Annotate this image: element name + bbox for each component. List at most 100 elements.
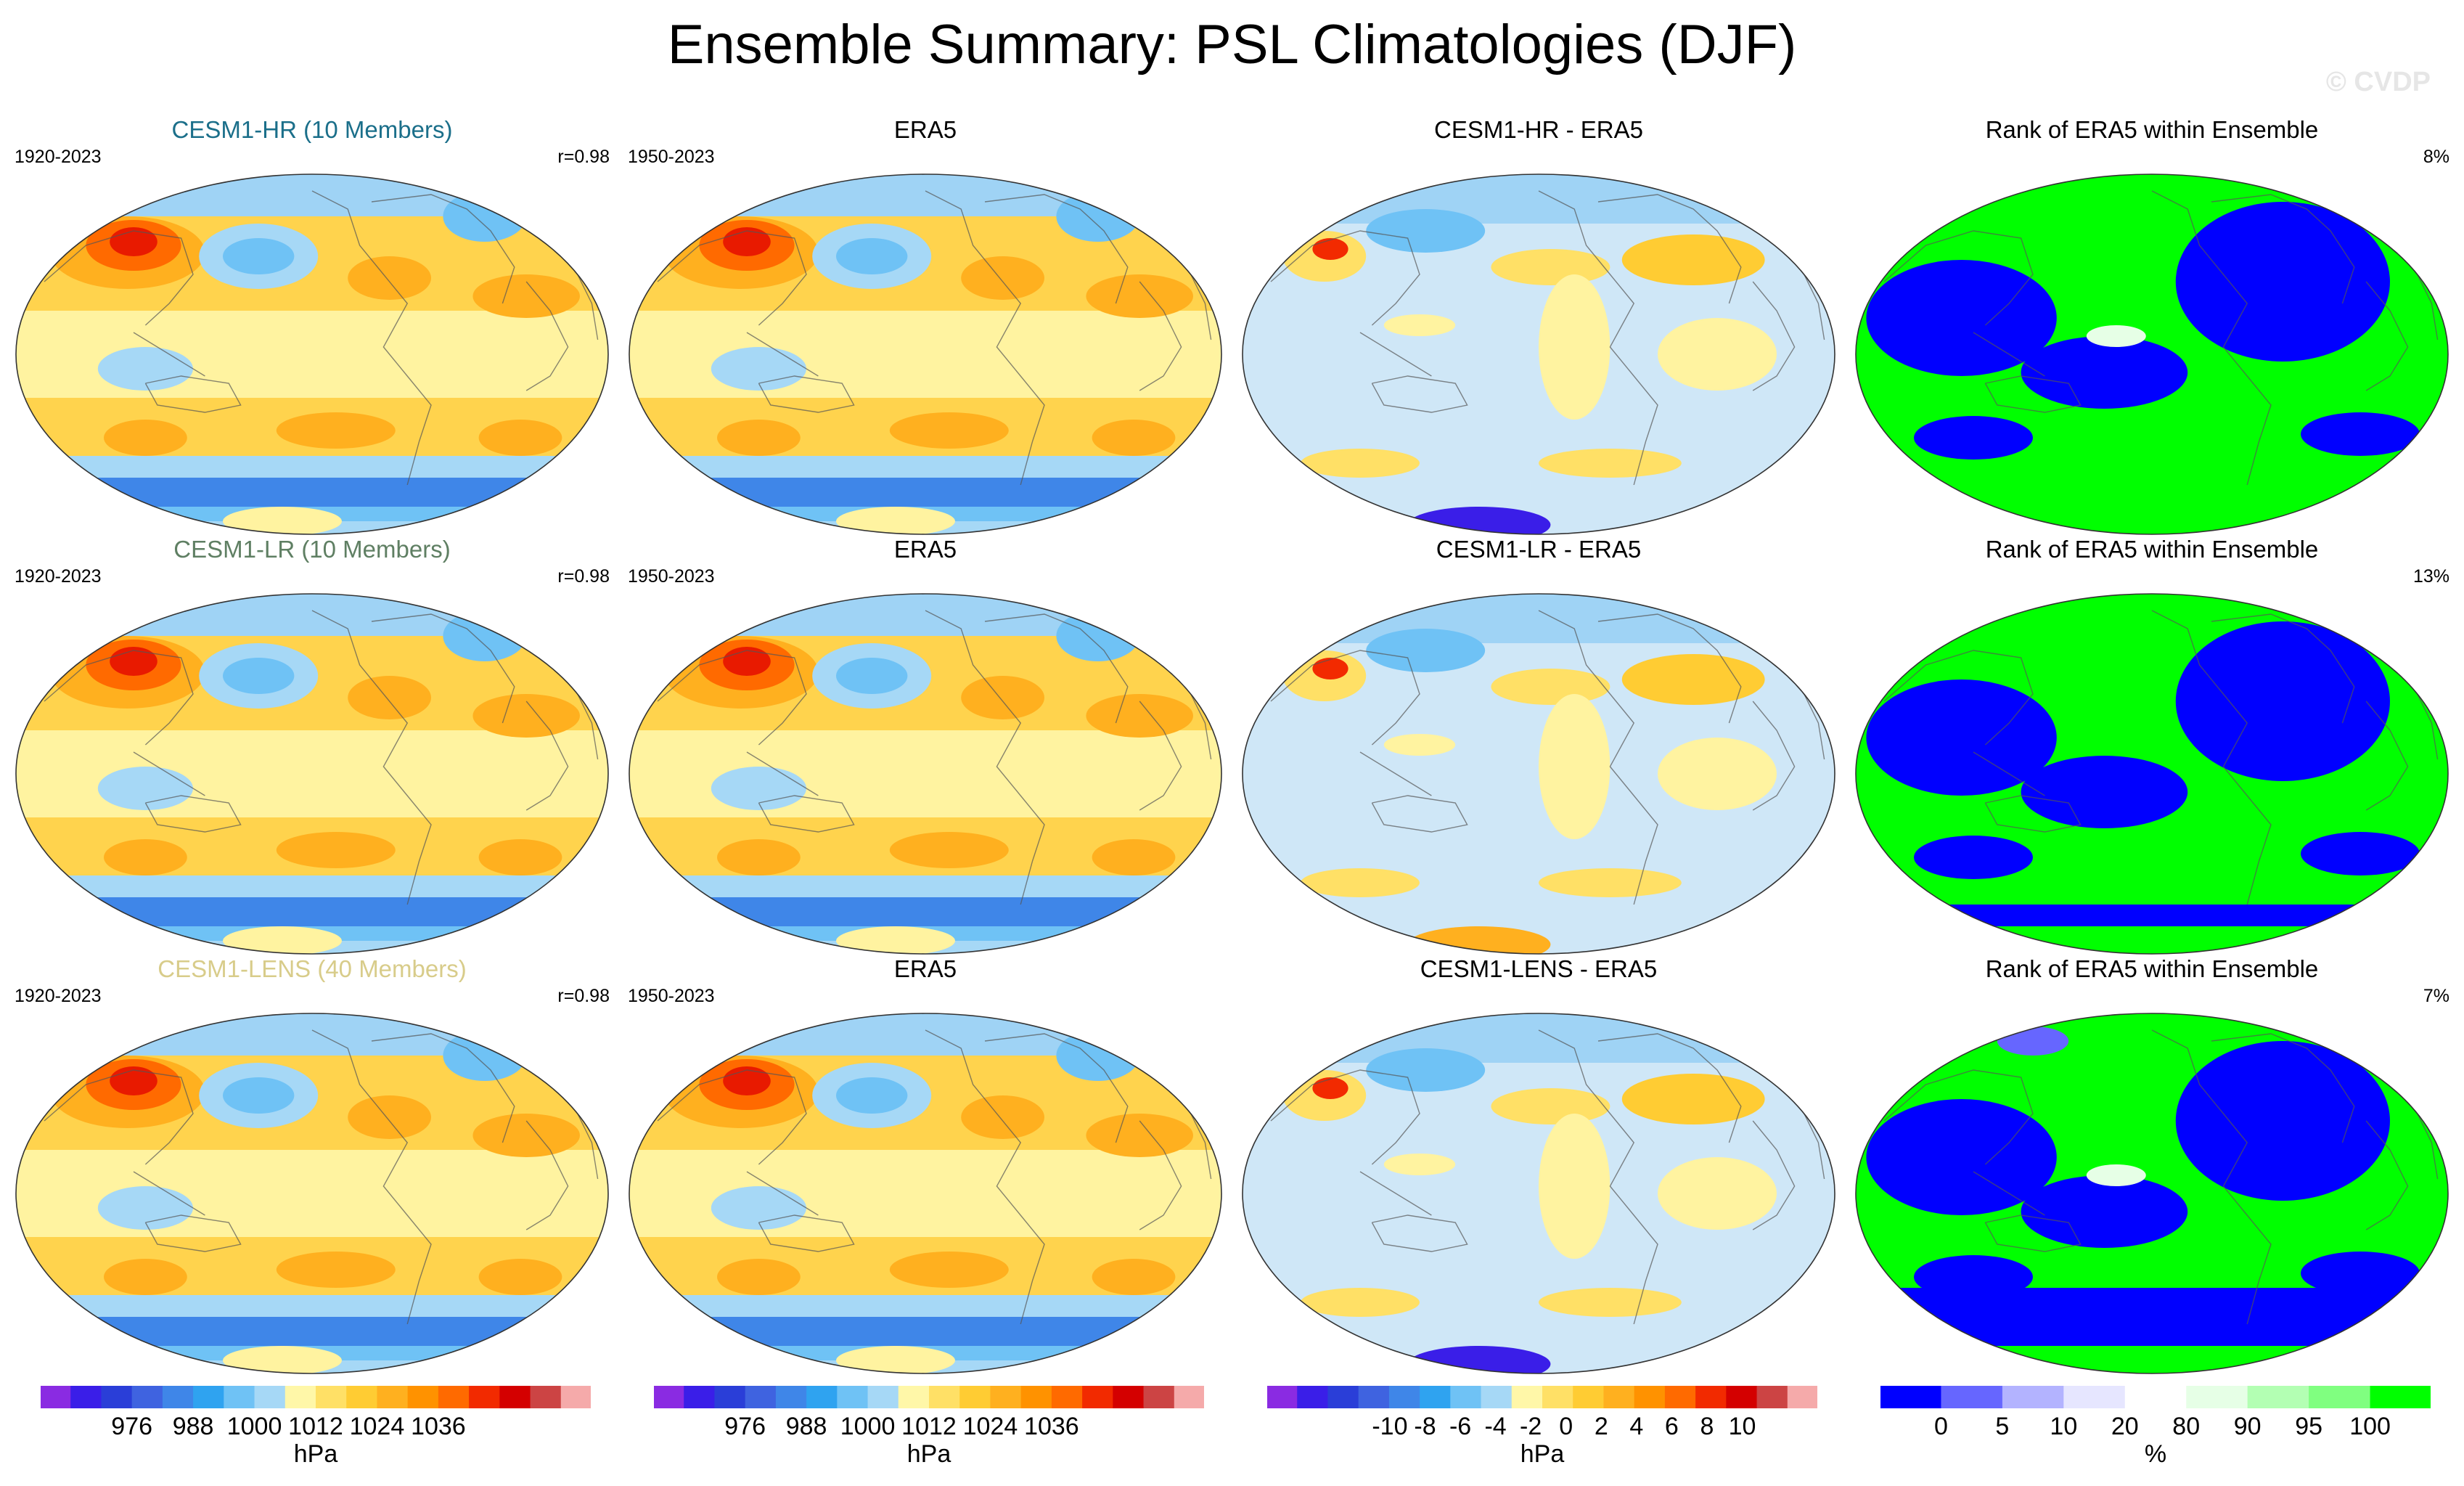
coastline [44,230,194,326]
arctic-diff [1243,594,1835,643]
n-america-high [348,676,431,719]
clim-map [15,173,609,535]
colorbar-swatch [898,1385,930,1408]
n-atlantic-diff [1621,1074,1765,1124]
coastline [1752,701,1796,811]
colorbar-swatch [714,1385,746,1408]
coastline [746,1171,819,1216]
coastline [1538,190,1658,486]
maritime-low [97,1186,193,1230]
tibet-diff [1312,658,1348,679]
colorbar-swatch [285,1385,316,1408]
azores-high [1086,694,1193,738]
coastline [2413,1106,2439,1180]
coastline [1800,266,1825,340]
n-america-diff [1491,669,1610,705]
coastline [1139,281,1182,391]
s-atlantic-high [478,1259,562,1295]
colorbar-tick-label: 80 [2172,1413,2200,1440]
panel-title: Rank of ERA5 within Ensemble [1985,536,2319,563]
azores-high [1086,1114,1193,1157]
colorbar-swatch [1634,1385,1666,1408]
colorbar-swatch [929,1385,960,1408]
colorbar-swatch [1787,1385,1818,1408]
colorbar-tick-label: 0 [1934,1413,1948,1440]
rank-white-patch [2086,325,2146,347]
colorbar-tick-label: 95 [2295,1413,2322,1440]
so-diff-pos-a [1301,868,1420,897]
arctic-diff [1243,174,1835,224]
indian-ocean-high [717,1259,801,1295]
globe-outline [629,1013,1222,1374]
so-diff-pos-b [1539,449,1682,478]
azores-high [472,694,580,738]
rank-south-indian [1914,416,2033,460]
s-pacific-high [889,1252,1009,1288]
coastline [311,1029,432,1325]
andes-diff [1539,694,1610,839]
coastline [44,650,194,746]
colorbar-swatch [1664,1385,1696,1408]
rank-indian-pacific [1866,1099,2057,1215]
colorbar-swatch [162,1385,194,1408]
colorbar-swatch [2309,1385,2371,1408]
pattern-correlation: r=0.98 [557,566,610,587]
pacific-diff-pos [1383,734,1456,756]
coastline [1597,1033,1742,1143]
coastline [1371,795,1468,833]
map-frame [628,592,1223,955]
obs-panel-row1: ERA5 1950-2023 [628,116,1223,536]
colorbar-swatch [1297,1385,1328,1408]
n-america-diff [1491,249,1610,285]
antarctic-high [223,1346,342,1373]
pacific-diff-pos [1383,314,1456,336]
coastline [984,1033,1129,1143]
colorbar-tick-label: 100 [2349,1413,2391,1440]
icelandic-low [1056,1030,1140,1081]
model-panel-row2: CESM1-LR (10 Members) 1920-2023 r=0.98 [15,536,610,955]
colorbar-swatch [1726,1385,1758,1408]
colorbar-tick-label: 1024 [350,1413,405,1440]
coastline [2151,1029,2272,1325]
panel-title: Rank of ERA5 within Ensemble [1985,955,2319,982]
cvdp-watermark: © CVDP [2325,67,2431,97]
coastline [1270,230,1420,326]
difference-colorbar: -10 -8 -6 -4 -2 0 2 4 6 8 10 hPa [1266,1385,1818,1468]
arctic-band [16,1013,608,1056]
colorbar-swatch [959,1385,991,1408]
coastline [1883,1069,2034,1165]
azores-high [472,1114,580,1157]
n-pacific-diff [1366,1048,1486,1092]
coastline [925,190,1045,486]
diff-panel-row3: CESM1-LENS - ERA5 [1241,955,1836,1375]
antarctic-high [836,507,955,534]
colorbar-swatch [224,1385,255,1408]
colorbar-swatch [2247,1385,2309,1408]
coastline [144,795,242,833]
rank-map [1855,173,2449,535]
map-frame [1241,592,1836,955]
n-america-diff [1491,1088,1610,1124]
coastline [2151,610,2272,905]
colorbar-svg: 976 988 1000 1012 1024 1036 [40,1385,592,1440]
coastline [311,190,432,486]
coastline [1597,194,1742,304]
indian-ocean-high [717,839,801,875]
colorbar-swatch [131,1385,163,1408]
siberian-high-core [723,227,771,256]
s-pacific-high [276,412,396,449]
diff-panel-row2: CESM1-LR - ERA5 [1241,536,1836,955]
colorbar-swatch [1941,1385,2003,1408]
rank-map [1855,593,2449,955]
andes-diff [1539,274,1610,420]
azores-high [472,274,580,318]
globe-outline [629,173,1222,535]
map-frame [1854,592,2449,955]
aleutian-low [223,658,295,694]
colorbar-swatch [560,1385,592,1408]
rank-southern-band [1856,1288,2448,1346]
globe-outline [15,173,609,535]
arctic-band [629,174,1221,216]
clim-map [15,1013,609,1374]
colorbar-swatch [684,1385,715,1408]
